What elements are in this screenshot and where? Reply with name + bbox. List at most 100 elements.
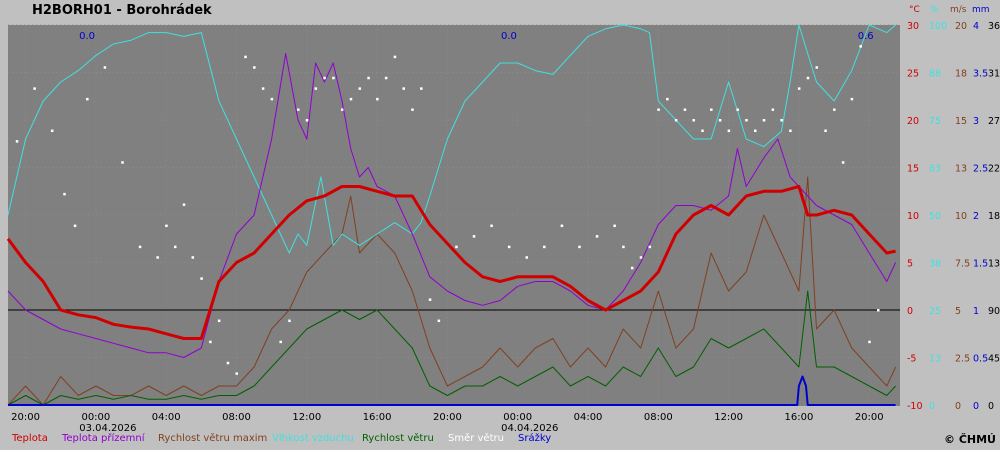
- wind-direction-point: [789, 129, 792, 133]
- wind-direction-point: [657, 108, 660, 111]
- x-tick-label: 12:00: [292, 412, 321, 423]
- x-tick-label: 20:00: [855, 412, 884, 423]
- wind-direction-point: [279, 340, 282, 344]
- wind-direction-point: [639, 256, 643, 259]
- wind-direction-point: [332, 76, 335, 80]
- wind-direction-point: [507, 245, 511, 249]
- y-tick-label: 15: [907, 164, 919, 175]
- wind-direction-point: [841, 161, 845, 164]
- series-ground_temperature: [7, 53, 897, 358]
- wind-direction-point: [420, 87, 423, 90]
- copyright: © ČHMÚ: [944, 433, 996, 446]
- x-date-label: 03.04.2026: [79, 423, 136, 432]
- y-tick-label: 38: [929, 259, 941, 270]
- wind-direction-point: [727, 129, 731, 133]
- series-temperature: [6, 185, 896, 340]
- series-layer: [6, 24, 897, 406]
- y-tick-label: 270: [988, 116, 1000, 127]
- y-tick-label: 10: [955, 211, 967, 222]
- y-tick-label: 25: [907, 69, 919, 80]
- wind-direction-point: [305, 119, 309, 122]
- y-tick-label: 0: [988, 401, 994, 412]
- series-precipitation: [8, 375, 896, 406]
- y-tick-label: 30: [907, 21, 919, 32]
- series-wind_speed: [7, 290, 896, 406]
- wind-direction-point: [173, 245, 177, 249]
- y-tick-label: 4: [973, 21, 979, 32]
- y-tick-label: 0: [973, 401, 979, 412]
- y-tick-label: 1.5: [973, 259, 988, 270]
- y-tick-label: 3.5: [973, 69, 988, 80]
- wind-direction-point: [358, 87, 362, 90]
- wind-direction-point: [244, 55, 247, 59]
- wind-direction-point: [226, 361, 230, 365]
- x-tick-label: 00:00: [81, 412, 110, 423]
- wind-direction-point: [235, 372, 238, 375]
- x-tick-label: 00:00: [503, 412, 532, 423]
- y-tick-label: 2.5: [973, 164, 988, 175]
- wind-direction-point: [384, 76, 388, 80]
- legend: Teplota Teplota přízemní Rychlost větru ma…: [0, 433, 1000, 449]
- wind-direction-point: [833, 108, 836, 111]
- y-tick-label: 5: [955, 306, 961, 317]
- plot-area: [8, 25, 900, 406]
- wind-direction-point: [15, 140, 19, 143]
- y-tick-label: 100: [929, 21, 947, 32]
- wind-direction-point: [349, 97, 353, 101]
- wind-direction-point: [437, 319, 441, 323]
- wind-direction-point: [736, 108, 739, 111]
- wind-direction-point: [165, 224, 168, 228]
- wind-direction-point: [613, 224, 616, 228]
- wind-direction-point: [63, 192, 66, 196]
- wind-direction-point: [50, 129, 54, 133]
- precip-total-label: 0.0: [501, 31, 517, 42]
- axis-unit-label: %: [930, 5, 939, 15]
- wind-direction-point: [314, 87, 318, 90]
- precip-totals: 0.0 0.0 0.6: [79, 31, 874, 42]
- wind-direction-point: [710, 108, 713, 111]
- wind-direction-point: [209, 340, 212, 344]
- weather-chart: 0.0 0.0 0.6 302520151050-5-101008875635038…: [6, 5, 1000, 432]
- y-tick-label: 180: [988, 211, 1000, 222]
- wind-direction-point: [182, 203, 186, 206]
- y-tick-label: 18: [955, 69, 967, 80]
- y-tick-label: 135: [988, 259, 1000, 270]
- y-tick-label: 0: [929, 401, 935, 412]
- y-tick-label: 75: [929, 116, 941, 127]
- wind-direction-point: [806, 76, 810, 80]
- series-humidity: [7, 24, 896, 254]
- axis-labels: 302520151050-5-1010088756350382513020181…: [907, 21, 1000, 412]
- wind-direction-point: [340, 108, 344, 111]
- y-tick-label: 15: [955, 116, 967, 127]
- legend-item-precipitation: Srážky: [518, 433, 552, 444]
- wind-direction-point: [297, 108, 300, 111]
- wind-direction-point: [797, 87, 801, 90]
- precip-total-label: 0.6: [858, 31, 874, 42]
- wind-direction-point: [877, 309, 880, 312]
- wind-direction-point: [323, 76, 326, 80]
- y-tick-label: 0: [907, 306, 913, 317]
- y-tick-label: 2.5: [955, 354, 970, 365]
- y-tick-label: 7.5: [955, 259, 970, 270]
- y-tick-label: 63: [929, 164, 941, 175]
- wind-direction-point: [622, 245, 625, 249]
- axis-unit-label: °C: [909, 5, 920, 15]
- wind-direction-point: [630, 266, 634, 270]
- wind-direction-point: [824, 129, 827, 133]
- wind-direction-point: [217, 319, 221, 323]
- x-tick-label: 08:00: [644, 412, 673, 423]
- wind-direction-point: [86, 97, 89, 101]
- wind-direction-point: [674, 119, 678, 122]
- y-tick-label: 88: [929, 69, 941, 80]
- wind-direction-point: [701, 129, 704, 133]
- y-tick-label: 225: [988, 164, 1000, 175]
- x-tick-label: 16:00: [363, 412, 392, 423]
- wind-direction-point: [288, 319, 291, 323]
- legend-item-ground_temperature: Teplota přízemní: [62, 433, 145, 444]
- wind-direction-point: [648, 245, 652, 249]
- wind-direction-point: [666, 97, 669, 101]
- x-tick-label: 20:00: [11, 412, 40, 423]
- wind-direction-point: [402, 87, 405, 90]
- axis-unit-label: m/s: [950, 5, 967, 15]
- y-tick-label: 25: [929, 306, 941, 317]
